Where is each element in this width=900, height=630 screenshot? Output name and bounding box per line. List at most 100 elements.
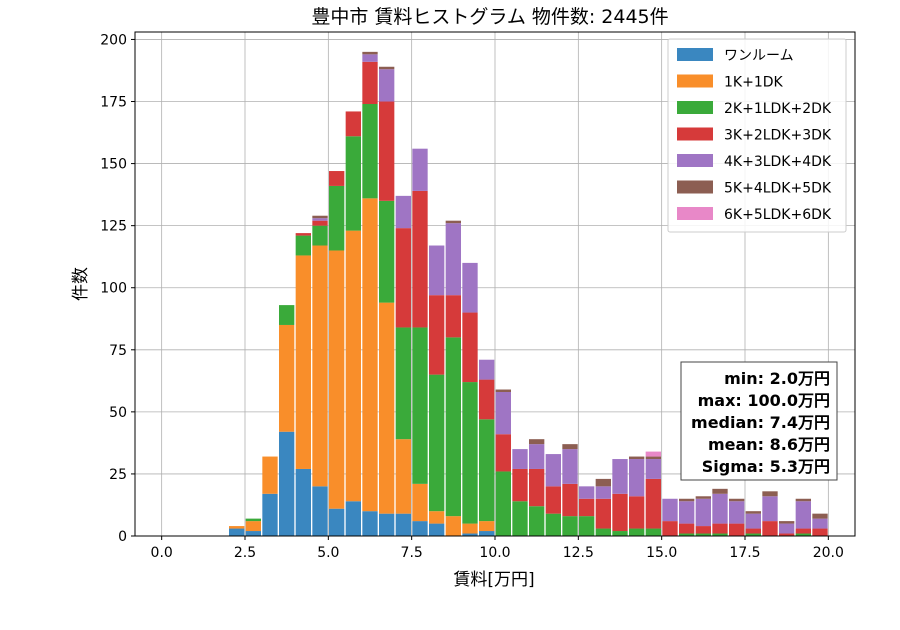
bar-segment [562,449,578,484]
bar-segment [362,511,378,536]
y-tick-label: 200 [100,32,127,48]
bar-segment [695,526,711,534]
bar-segment [445,220,461,224]
bar-segment [579,498,595,517]
bar-segment [695,496,711,499]
bar-segment [645,459,661,479]
y-tick-label: 100 [100,281,127,297]
bar-segment [762,491,778,497]
bar-segment [512,468,528,502]
bar-segment [795,533,811,536]
stats-max: max: 100.0万円 [698,391,830,410]
bar-segment [695,498,711,527]
bar-segment [345,136,361,231]
bar-segment [662,521,678,536]
bar-segment [495,392,511,435]
bar-segment [279,324,295,432]
bar-segment [412,190,428,328]
bar-segment [412,483,428,522]
bar-segment [595,498,611,529]
bar-segment [795,501,811,529]
bar-segment [329,185,345,251]
x-tick-label: 2.5 [234,545,256,561]
bar-segment [812,513,828,519]
x-axis-ticks: 0.0 2.5 5.0 7.5 10.0 12.5 15.0 17.5 20.0 [151,536,844,561]
x-tick-label: 20.0 [813,545,844,561]
bar-segment [795,498,811,502]
bar-segment [679,498,695,502]
legend-label: 2K+1LDK+2DK [724,101,832,117]
bar-segment [812,518,828,529]
x-tick-label: 10.0 [479,545,510,561]
stats-frame [680,361,838,481]
bar-segment [529,444,545,469]
bar-segment [745,513,761,529]
bar-segment [645,456,661,460]
bar-segment [479,419,495,522]
bar-segment [429,523,445,536]
bar-segment [679,501,695,524]
bar-segment [395,439,411,514]
y-axis-ticks: 0 25 50 75 100 125 150 175 200 [100,32,135,545]
bar-segment [379,200,395,303]
bar-segment [429,511,445,524]
legend-label: 3K+2LDK+3DK [724,128,832,144]
bar-segment [345,230,361,502]
bar-segment [345,501,361,536]
bar-segment [529,468,545,507]
bar-segment [412,148,428,191]
bar-segment [645,478,661,529]
bar-segment [745,528,761,534]
bar-segment [479,379,495,420]
bar-segment [312,486,328,536]
y-axis-label: 件数 [71,267,91,301]
legend-swatch [677,74,713,88]
x-axis-label: 賃料[万円] [453,570,534,590]
bar-segment [612,531,628,536]
bar-segment [479,521,495,532]
bar-segment [445,223,461,296]
bar-segment [379,302,395,514]
bar-segment [779,533,795,536]
bar-segment [712,533,728,536]
bar-segment [312,225,328,246]
bar-segment [645,528,661,536]
bar-segment [512,449,528,469]
bar-segment [445,295,461,338]
bar-segment [712,493,728,524]
bar-segment [395,195,411,229]
bar-segment [612,459,628,494]
bar-segment [379,69,395,102]
bar-segment [362,51,378,55]
bar-segment [645,451,661,457]
bar-segment [329,171,345,186]
bar-segment [245,531,261,536]
stats-mean: mean: 8.6万円 [708,435,830,454]
bar-segment [462,523,478,534]
legend-swatch [677,207,713,220]
bar-segment [279,431,295,536]
chart-title: 豊中市 賃料ヒストグラム 物件数: 2445件 [311,6,668,28]
x-tick-label: 15.0 [646,545,677,561]
stats-box: min: 2.0万円 max: 100.0万円 median: 7.4万円 me… [680,361,838,481]
bar-segment [545,486,561,514]
bar-segment [629,459,645,497]
bar-segment [279,305,295,325]
bar-segment [812,528,828,536]
bar-segment [562,444,578,450]
bar-segment [562,483,578,517]
bar-segment [512,501,528,536]
bar-segment [579,516,595,536]
x-tick-label: 0.0 [151,545,173,561]
bar-segment [595,478,611,487]
bar-segment [679,523,695,534]
bar-segment [779,521,795,524]
bar-segment [479,359,495,380]
y-tick-label: 50 [109,405,127,421]
bar-segment [395,228,411,328]
bar-segment [395,513,411,536]
bar-segment [345,111,361,137]
bar-segment [262,493,278,536]
bar-segment [529,506,545,536]
legend-swatch [677,48,713,61]
